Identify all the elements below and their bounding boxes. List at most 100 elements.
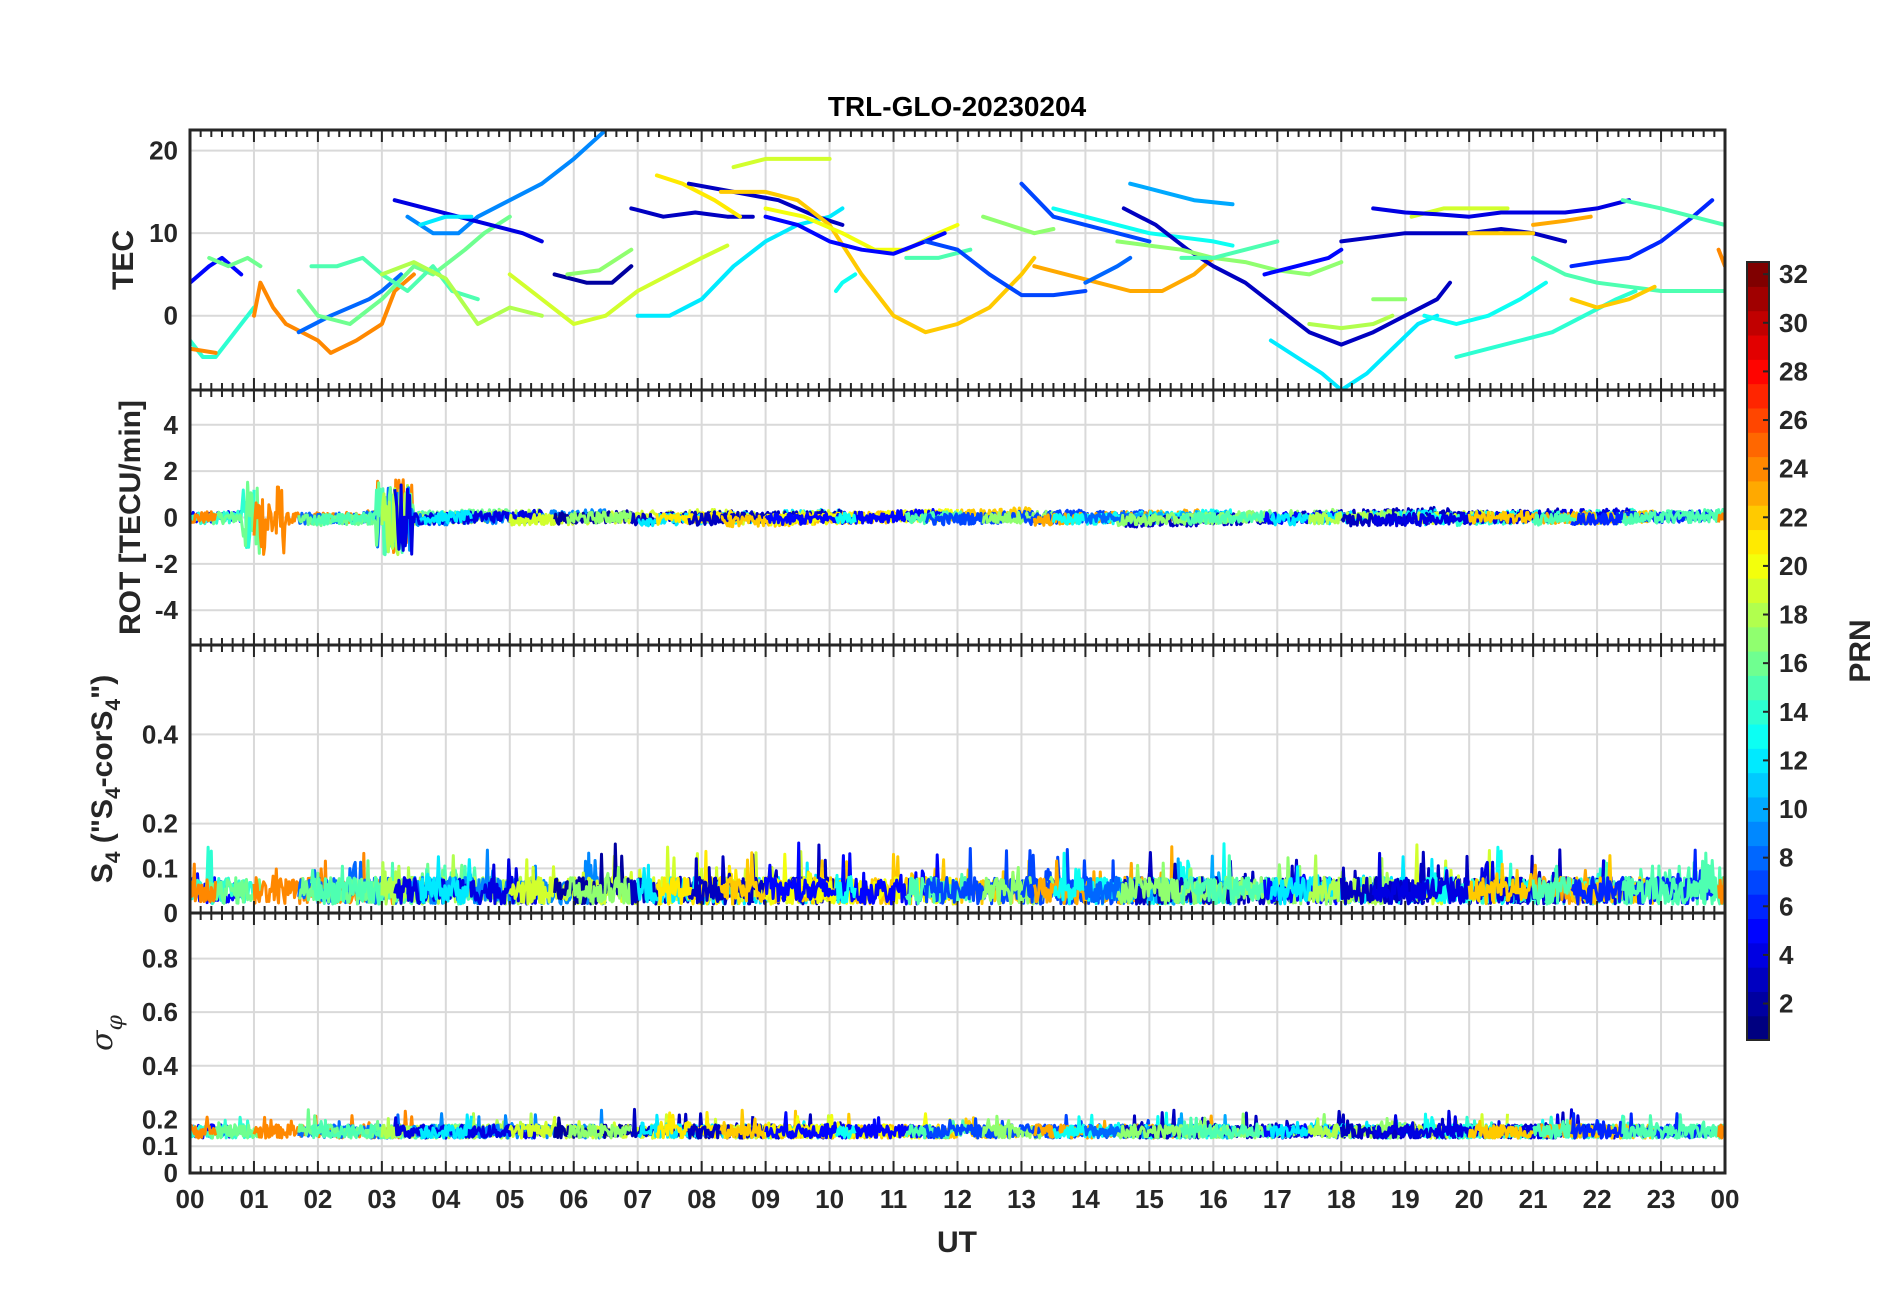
tec-series-line [923, 239, 1088, 298]
colorbar-segment [1747, 1015, 1769, 1041]
colorbar-tick-label: 12 [1779, 745, 1808, 775]
colorbar-segment [1747, 456, 1769, 482]
tec-series-line [1268, 313, 1440, 390]
colorbar-tick-label: 28 [1779, 356, 1808, 386]
y-tick-label: -4 [155, 595, 179, 625]
tec-series-line [718, 189, 1037, 335]
x-tick-label: 17 [1263, 1184, 1292, 1214]
y-tick-label: 0.1 [142, 853, 178, 883]
panel-rot: 4 2 0 -2 -4 ROT [TECU/min] [114, 388, 1727, 647]
tec-series-line [552, 264, 634, 285]
colorbar-segment [1747, 772, 1769, 798]
colorbar-segment [1747, 699, 1769, 725]
panel-sigma: 0.8 0.6 0.4 0.20.10 σφ [85, 911, 1727, 1188]
colorbar-segment [1747, 286, 1769, 312]
sigma-series-line [834, 1125, 857, 1140]
s4-series-line [418, 855, 473, 906]
tec-series-line [296, 214, 512, 326]
x-tick-label: 08 [687, 1184, 716, 1214]
colorbar-segment [1747, 942, 1769, 968]
tec-series-line [1569, 198, 1715, 269]
sigma-series-line [764, 1112, 959, 1140]
x-tick-label: 00 [1711, 1184, 1740, 1214]
colorbar-segment [1747, 529, 1769, 555]
s4-series-line [190, 862, 218, 904]
x-tick-label: 14 [1071, 1184, 1100, 1214]
data-layer [190, 130, 1725, 390]
y-axis-label: σφ [85, 1014, 128, 1050]
sigma-series-line [1467, 1119, 1535, 1140]
x-tick-label: 11 [880, 1184, 908, 1214]
colorbar-segment [1747, 262, 1769, 287]
tec-series-line [565, 247, 634, 277]
x-tick-label: 04 [431, 1184, 460, 1214]
y-tick-label: 0.4 [142, 719, 179, 749]
rot-series-line [834, 511, 857, 525]
colorbar-segment [1747, 553, 1769, 579]
colorbar-segment [1747, 991, 1769, 1017]
tec-series-line [190, 305, 256, 359]
colorbar-segment [1747, 821, 1769, 847]
data-layer [190, 841, 1725, 906]
x-tick-labels: 00 01 02 03 04 05 06 07 08 09 10 11 12 13 14 15 16 17 18 19… [176, 1184, 1740, 1214]
tec-series-line [1128, 181, 1235, 207]
x-axis-label: UT [937, 1226, 977, 1259]
tec-series-line [731, 156, 832, 170]
y-tick-label: 20 [149, 136, 178, 166]
colorbar-tick-label: 10 [1779, 794, 1808, 824]
x-tick-label: 18 [1327, 1184, 1356, 1214]
tec-series-line [1262, 247, 1344, 277]
x-tick-label: 01 [239, 1184, 268, 1214]
colorbar-segment [1747, 432, 1769, 458]
s4-series-line [207, 876, 262, 905]
colorbar-segment [1747, 505, 1769, 531]
x-tick-label: 06 [559, 1184, 588, 1214]
y-axis-label: ROT [TECU/min] [114, 400, 147, 635]
tec-series-line [309, 255, 480, 302]
colorbar-segment [1747, 602, 1769, 628]
y-axis-label: TEC [107, 230, 140, 290]
x-tick-label: 22 [1583, 1184, 1612, 1214]
sigma-series-line [418, 1113, 473, 1140]
rot-series-line [1467, 509, 1535, 525]
panel-tec: 20 10 0 TEC [107, 128, 1727, 392]
colorbar-segment [1747, 359, 1769, 385]
tec-series-line [418, 214, 474, 227]
y-tick-label: 4 [164, 410, 179, 440]
colorbar-segment [1747, 480, 1769, 506]
colorbar-tick-label: 26 [1779, 405, 1808, 435]
panel-frame [188, 911, 1727, 1175]
tec-series-line [654, 173, 742, 219]
s4-series-line [565, 866, 633, 906]
colorbar-segment [1747, 748, 1769, 774]
tec-series-line [1371, 198, 1632, 219]
tec-series-line [392, 198, 544, 244]
x-tick-label: 09 [751, 1184, 780, 1214]
tec-series-line [1115, 239, 1344, 277]
y-tick-label: 0 [164, 1158, 178, 1188]
s4-series-line [1179, 854, 1279, 905]
tec-series-line [207, 255, 263, 269]
sigma-series-line [190, 1115, 218, 1140]
tec-series-line [834, 272, 858, 293]
tec-series-line [252, 272, 416, 355]
y-tick-label: 10 [149, 218, 178, 248]
tec-series-line [1454, 289, 1638, 359]
colorbar-tick-label: 18 [1779, 600, 1808, 630]
colorbar-tick-label: 24 [1779, 454, 1808, 484]
sigma-series-line [566, 1123, 632, 1140]
x-tick-label: 23 [1647, 1184, 1676, 1214]
y-axis-label: S4​ ("S4​-corS4​") [86, 675, 125, 884]
x-tick-label: 20 [1455, 1184, 1484, 1214]
rot-series-line [190, 510, 218, 524]
tec-series-line [379, 260, 544, 326]
x-tick-label: 16 [1199, 1184, 1228, 1214]
colorbar-segment [1747, 383, 1769, 409]
tec-series-line [1051, 206, 1235, 248]
tec-series-line [1307, 313, 1395, 331]
tec-series-line [405, 130, 608, 236]
x-tick-label: 10 [815, 1184, 844, 1214]
tec-series-line [296, 272, 404, 335]
